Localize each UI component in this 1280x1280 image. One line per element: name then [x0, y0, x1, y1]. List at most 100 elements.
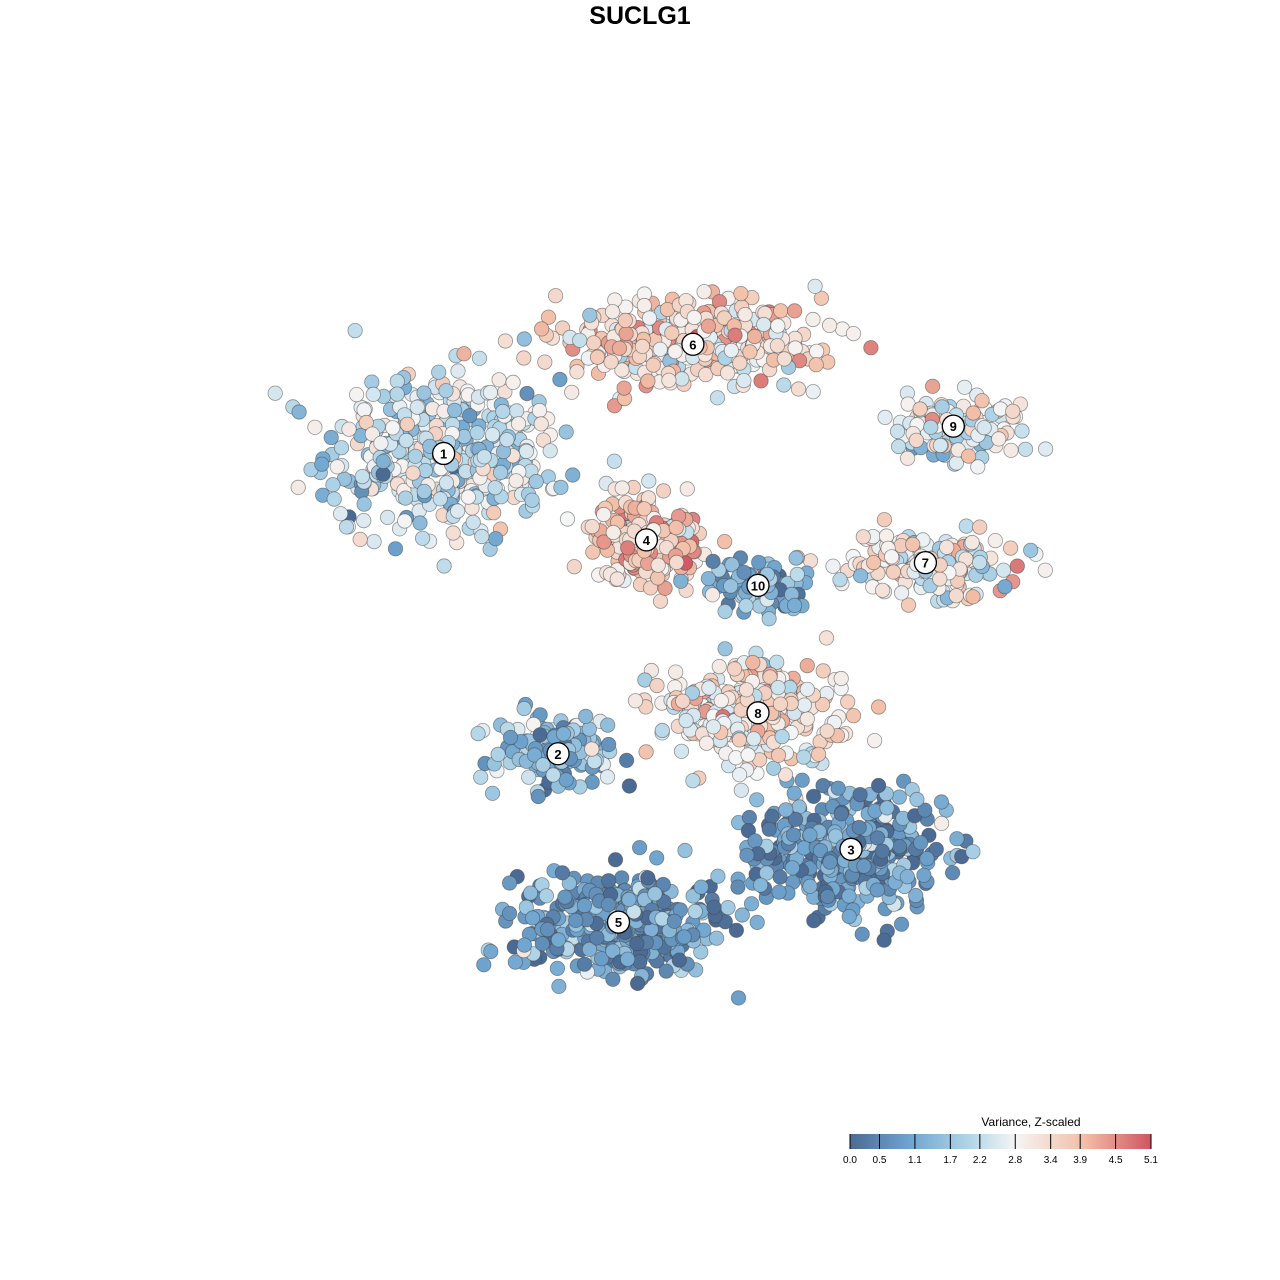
- data-point: [799, 711, 815, 727]
- data-point: [450, 363, 466, 379]
- data-point: [771, 884, 787, 900]
- data-point: [711, 658, 727, 675]
- data-point: [585, 544, 601, 560]
- data-point: [786, 597, 803, 614]
- data-point: [932, 571, 948, 587]
- data-point: [879, 800, 895, 816]
- data-point: [537, 354, 553, 370]
- cluster-label-text: 2: [554, 747, 561, 762]
- data-point: [732, 355, 748, 371]
- data-point: [870, 777, 887, 794]
- data-point: [596, 534, 612, 550]
- data-point: [900, 597, 917, 613]
- data-point: [675, 693, 691, 709]
- data-point: [1002, 540, 1019, 556]
- data-point: [616, 380, 632, 396]
- data-point: [687, 903, 703, 920]
- cluster-labels-layer: 1 2 3 4 5 6 7 8 9 10: [432, 332, 965, 934]
- cluster-label-text: 4: [643, 533, 651, 548]
- data-point: [474, 528, 490, 545]
- data-point: [814, 696, 831, 713]
- data-point: [933, 815, 950, 832]
- cluster-label-1: 1: [432, 441, 456, 466]
- data-point: [473, 769, 489, 785]
- data-point: [399, 416, 415, 432]
- data-point: [356, 512, 372, 529]
- data-point: [845, 708, 862, 724]
- data-point: [486, 505, 502, 521]
- chart-title: SUCLG1: [589, 2, 691, 30]
- data-point: [572, 332, 588, 348]
- data-point: [609, 571, 625, 587]
- data-point: [566, 559, 582, 575]
- data-point: [958, 518, 974, 534]
- data-point: [484, 785, 501, 801]
- data-point: [807, 278, 823, 294]
- data-point: [524, 910, 541, 926]
- legend-tick-label: 3.4: [1044, 1155, 1058, 1166]
- data-point: [762, 669, 778, 685]
- data-point: [476, 449, 492, 465]
- cluster-label-marker: [839, 837, 863, 861]
- data-point: [870, 699, 887, 715]
- data-point: [905, 536, 921, 553]
- data-point: [535, 432, 552, 448]
- data-point: [333, 440, 350, 456]
- data-point: [908, 432, 924, 448]
- data-point: [799, 657, 815, 674]
- data-point: [532, 727, 548, 743]
- data-point: [329, 459, 345, 475]
- cluster-label-4: 4: [634, 528, 659, 552]
- data-point: [654, 722, 670, 739]
- data-point: [519, 385, 535, 402]
- data-point: [618, 752, 635, 769]
- data-point: [267, 385, 283, 401]
- data-point: [601, 873, 617, 889]
- data-point: [777, 767, 794, 783]
- cluster-label-text: 7: [922, 556, 929, 571]
- cluster-label-8: 8: [746, 701, 770, 725]
- data-point: [832, 572, 848, 588]
- data-point: [629, 975, 646, 992]
- data-point: [971, 554, 988, 571]
- data-point: [545, 767, 561, 783]
- data-point: [787, 340, 803, 356]
- data-point: [387, 541, 404, 557]
- data-point: [398, 432, 414, 449]
- cluster-label-6: 6: [681, 332, 705, 356]
- data-point: [634, 338, 651, 354]
- data-point: [558, 772, 574, 788]
- data-point: [603, 354, 619, 370]
- data-point: [733, 782, 749, 798]
- data-point: [652, 341, 668, 357]
- data-point: [389, 386, 405, 402]
- data-point: [614, 870, 630, 886]
- data-point: [761, 611, 777, 627]
- data-point: [764, 808, 780, 825]
- data-point: [530, 788, 546, 805]
- data-point: [540, 309, 557, 325]
- data-point: [827, 828, 844, 844]
- data-point: [939, 539, 955, 555]
- data-point: [753, 373, 769, 389]
- data-point: [539, 921, 556, 938]
- cluster-label-text: 8: [754, 706, 761, 721]
- data-point: [524, 492, 540, 508]
- data-point: [412, 515, 428, 531]
- data-point: [373, 435, 389, 451]
- data-point: [790, 381, 807, 397]
- data-point: [1038, 441, 1054, 457]
- data-point: [1005, 403, 1021, 419]
- data-point: [772, 696, 789, 712]
- data-point: [734, 907, 750, 923]
- cluster-label-marker: [432, 441, 456, 466]
- data-point: [806, 913, 822, 929]
- data-point: [640, 870, 656, 886]
- data-point: [863, 340, 879, 356]
- data-point: [786, 303, 803, 319]
- data-point: [851, 819, 867, 836]
- data-point: [508, 473, 524, 489]
- data-point: [720, 899, 736, 916]
- data-point: [397, 490, 414, 506]
- data-point: [366, 533, 382, 550]
